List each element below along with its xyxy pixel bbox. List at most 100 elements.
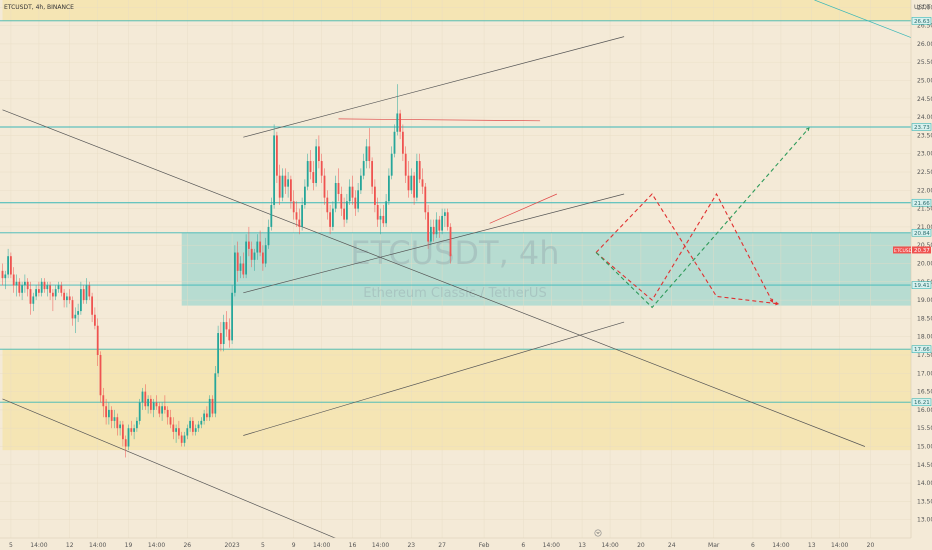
price-tick-label: 25.50 [917,59,932,66]
candle-body [396,113,399,132]
candle-53 [150,395,152,414]
candle-102 [287,172,289,198]
candle-37 [105,398,107,425]
trend-line-4 [2,398,353,546]
trend-line-7 [814,0,919,41]
candle-52 [147,395,149,414]
candle-118 [332,201,334,231]
candle-110 [309,150,312,180]
time-tick-label: 24 [668,542,676,549]
candle-157 [441,208,443,235]
candle-body [166,409,169,418]
price-tick-label: 14.50 [917,462,932,469]
candle-body [259,241,261,253]
candle-99 [278,164,281,205]
price-axis-unit: USDT [914,4,931,11]
candle-body [24,281,26,286]
candle-body [63,292,65,301]
candle-145 [407,161,410,198]
time-tick-label: 27 [438,542,446,549]
level-price-badge: 23.73 [911,123,932,131]
trend-line-2 [243,321,625,436]
candle-body [35,289,37,297]
scroll-to-realtime-icon[interactable] [594,529,602,537]
candle-body [46,285,49,290]
time-tick-label: 6 [751,542,755,549]
candle-72 [203,409,205,425]
price-tick-label: 26.00 [917,41,932,48]
candle-139 [390,146,393,180]
time-tick-label: 20 [867,542,875,549]
trend-line-1 [243,193,625,294]
time-tick-label: 14:00 [372,542,389,549]
level-price-badge: 20.84 [911,228,932,237]
candle-body [340,193,343,209]
candle-body [169,417,172,425]
price-tick-label: 24.50 [917,96,932,103]
symbol-header: ETCUSDT, 4h, BINANCE [4,4,74,11]
candle-body [264,245,267,264]
candle-body [144,391,147,407]
candle-body [26,281,29,290]
candle-body [4,274,7,279]
candle-67 [189,417,191,432]
time-tick-label: 13 [578,542,586,549]
candle-body [158,406,161,414]
candle-body [435,219,438,235]
candle-42 [119,420,121,436]
candle-body [379,215,382,220]
candle-76 [214,365,217,418]
candle-133 [374,179,376,213]
candle-body [312,172,315,183]
price-tick-label: 14.00 [917,480,932,487]
projection-arrow-2 [805,127,810,132]
price-tick-label: 20.50 [917,242,932,249]
candle-body [432,226,435,235]
candle-body [231,292,233,341]
candle-109 [306,153,309,191]
price-tick-label: 23.00 [917,151,932,158]
current-price-tag [912,246,931,254]
candle-body [410,175,413,191]
candle-98 [276,131,278,183]
candle-body [413,175,415,198]
candle-body [208,398,211,418]
candle-25 [71,296,74,326]
level-price-tag [911,281,932,289]
time-tick-label: 14:00 [831,542,848,549]
level-price-label: 21.66 [914,201,930,207]
price-tick-label: 26.50 [917,23,932,30]
candle-2 [7,248,9,279]
candle-body [49,285,51,293]
price-tick-label: 16.50 [917,389,932,396]
candle-body [234,252,236,293]
candle-11 [32,292,35,312]
horizontal-levels-layer [0,20,911,403]
candle-126 [354,190,357,216]
candle-39 [110,406,113,429]
level-price-badge: 17.66 [911,345,932,353]
candles-layer [1,84,452,458]
time-tick-label: 20 [637,542,645,549]
candle-body [326,197,329,213]
candle-15 [43,278,46,293]
time-axis[interactable] [0,538,932,550]
candle-21 [60,281,63,297]
candle-5 [15,274,18,297]
candle-19 [54,285,57,301]
candle-body [416,161,418,198]
candle-body [222,322,225,345]
candle-body [138,402,141,421]
candle-27 [77,303,79,323]
candle-body [211,398,214,414]
candle-116 [326,190,329,220]
candle-96 [270,197,273,231]
candle-body [427,212,429,242]
price-tick-label: 17.00 [917,370,932,377]
level-price-tag [911,17,932,25]
candle-body [194,428,197,432]
level-price-label: 23.73 [914,125,930,131]
candle-152 [427,204,429,249]
time-tick-label: 14:00 [89,542,106,549]
